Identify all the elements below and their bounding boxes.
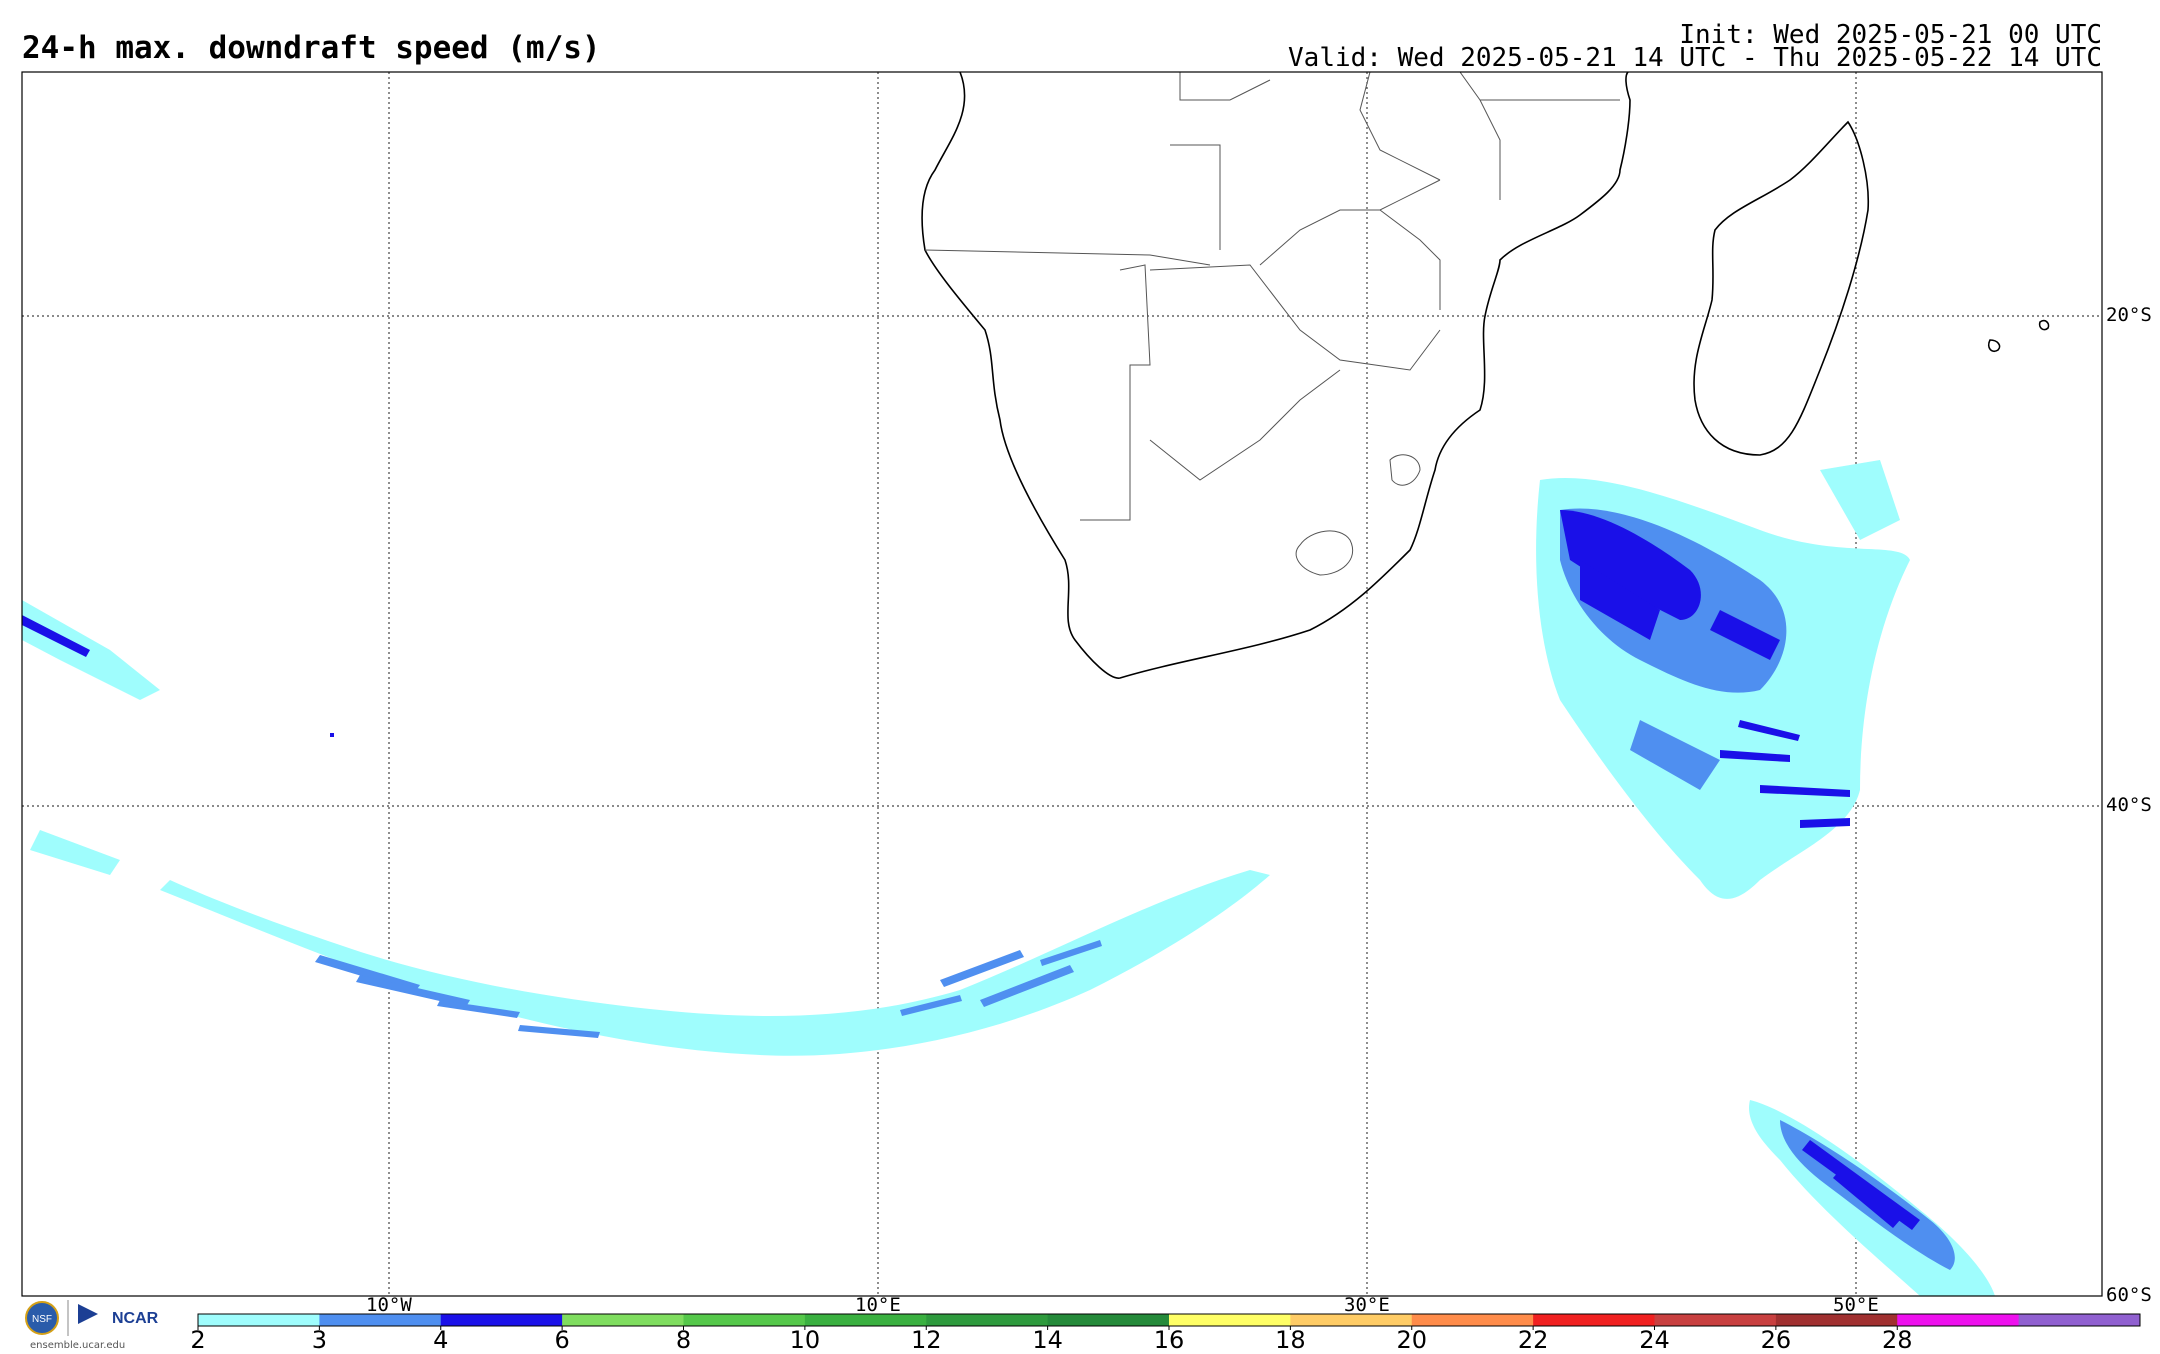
colorbar-swatch: [319, 1314, 442, 1326]
colorbar-tick-label: 16: [1153, 1326, 1185, 1354]
lon-label-10w: 10°W: [366, 1294, 412, 1316]
colorbar-tick-label: 2: [190, 1326, 206, 1354]
colorbar-swatch: [683, 1314, 806, 1326]
colorbar-swatch: [1775, 1314, 1898, 1326]
colorbar-swatch: [1290, 1314, 1413, 1326]
lat-label-40s: 40°S: [2106, 794, 2152, 816]
init-time: Init: Wed 2025-05-21 00 UTC: [1679, 20, 2102, 50]
downdraft-plume-southeast-max: [1802, 1140, 1920, 1230]
downdraft-band-south-atlantic-core: [315, 940, 1102, 1038]
country-borders: [924, 72, 1620, 576]
valid-time: Valid: Wed 2025-05-21 14 UTC - Thu 2025-…: [1288, 43, 2102, 73]
colorbar-swatch: [562, 1314, 684, 1326]
colorbar-tick-label: 4: [433, 1326, 449, 1354]
ncar-logo-icon: [78, 1304, 98, 1324]
nsf-ncar-logo: NSF: [25, 1300, 98, 1336]
colorbar-tick-label: 3: [311, 1326, 328, 1354]
colorbar-tick-label: 8: [675, 1326, 692, 1354]
colorbar-tick-label: 20: [1396, 1326, 1428, 1354]
lon-label-30e: 30°E: [1344, 1294, 1390, 1316]
site-credit: ensemble.ucar.edu: [30, 1340, 126, 1351]
colorbar-tick-label: 10: [789, 1326, 821, 1354]
colorbar-tick-label: 14: [1032, 1326, 1063, 1354]
colorbar-tick-label: 12: [910, 1326, 942, 1354]
colorbar-tick-label: 18: [1275, 1326, 1306, 1354]
colorbar-tick-label: 24: [1639, 1326, 1670, 1354]
nsf-logo-text: NSF: [32, 1314, 52, 1325]
colorbar-swatch: [1897, 1314, 2020, 1326]
downdraft-plume-max: [1560, 510, 1850, 828]
colorbar-tick-label: 22: [1517, 1326, 1549, 1354]
downdraft-band-south-atlantic: [22, 600, 1270, 1056]
colorbar: [197, 1313, 2141, 1330]
ncar-logo-text: NCAR: [112, 1310, 159, 1327]
lat-label-60s: 60°S: [2106, 1284, 2152, 1306]
colorbar-swatch: [2018, 1314, 2141, 1326]
colorbar-swatch: [1169, 1314, 1291, 1326]
colorbar-tick-label: 28: [1881, 1326, 1913, 1354]
colorbar-swatch: [440, 1314, 563, 1326]
coastlines: [921, 72, 2050, 679]
colorbar-swatch: [1654, 1314, 1777, 1326]
map-frame: [21, 71, 2103, 1297]
colorbar-swatch: [926, 1314, 1049, 1326]
colorbar-swatch: [1047, 1314, 1170, 1326]
map-title: 24-h max. downdraft speed (m/s): [22, 30, 601, 66]
lat-label-20s: 20°S: [2106, 304, 2152, 326]
lon-label-10e: 10°E: [855, 1294, 901, 1316]
downdraft-scatter-west: [22, 615, 334, 737]
nsf-logo-icon: [26, 1302, 58, 1334]
lon-label-50e: 50°E: [1833, 1294, 1879, 1316]
colorbar-swatch: [1411, 1314, 1534, 1326]
colorbar-swatch: [1533, 1314, 1655, 1326]
colorbar-swatch: [198, 1314, 320, 1326]
colorbar-tick-label: 6: [554, 1326, 570, 1354]
colorbar-tick-label: 26: [1760, 1326, 1792, 1354]
colorbar-swatch: [804, 1314, 927, 1326]
